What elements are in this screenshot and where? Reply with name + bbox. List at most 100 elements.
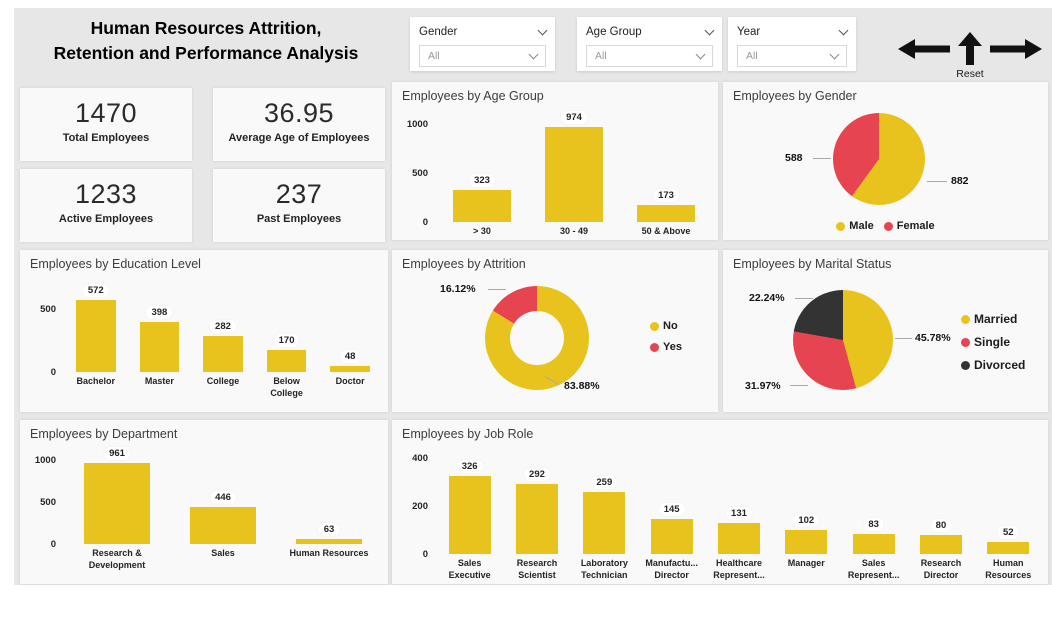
legend-item-married[interactable]: Married bbox=[961, 312, 1025, 326]
chart-education-title: Employees by Education Level bbox=[30, 257, 201, 271]
x-axis-label: > 30 bbox=[473, 226, 491, 236]
bar-value-label: 326 bbox=[456, 459, 483, 473]
x-axis-label: Research & Development bbox=[88, 548, 146, 570]
x-axis-label: Laboratory Technician bbox=[580, 558, 628, 580]
chevron-down-icon bbox=[695, 49, 706, 59]
slicer-year-dropdown[interactable]: All bbox=[737, 45, 847, 67]
slicer-age-group: Age Group All bbox=[577, 17, 722, 71]
legend-item-male[interactable]: Male bbox=[836, 220, 874, 232]
gender-legend: Male Female bbox=[723, 220, 1048, 232]
chart-department-title: Employees by Department bbox=[30, 427, 178, 441]
bar-value-label: 48 bbox=[339, 349, 361, 363]
page-title: Human Resources Attrition, Retention and… bbox=[20, 16, 392, 65]
kpi-average-age-label: Average Age of Employees bbox=[228, 132, 370, 144]
arrow-up-icon[interactable] bbox=[957, 32, 983, 65]
bar-value-label: 259 bbox=[591, 475, 618, 489]
bar-education-2[interactable]: 282 bbox=[203, 320, 243, 372]
legend-label: No bbox=[663, 320, 678, 332]
legend-item-yes[interactable]: Yes bbox=[650, 341, 682, 353]
dashboard-background: Human Resources Attrition, Retention and… bbox=[14, 8, 1052, 585]
leader-line bbox=[927, 181, 947, 182]
bar-job_role-6[interactable]: 83 bbox=[852, 518, 895, 554]
x-axis-label: Human Resources bbox=[985, 558, 1032, 580]
gender-male-value-label: 882 bbox=[951, 175, 969, 187]
bar-age_group-1[interactable]: 974 bbox=[545, 110, 603, 222]
arrow-left-icon[interactable] bbox=[898, 38, 950, 60]
x-axis-label: 50 & Above bbox=[641, 226, 691, 236]
x-axis-label: Research Scientist bbox=[516, 558, 558, 580]
page-title-line1: Human Resources Attrition, bbox=[90, 18, 322, 38]
kpi-total-employees-label: Total Employees bbox=[62, 132, 150, 144]
gender-female-value-label: 588 bbox=[785, 152, 803, 164]
x-axis-label: Below College bbox=[270, 376, 303, 398]
slicer-gender-dropdown[interactable]: All bbox=[419, 45, 546, 67]
legend-dot-icon bbox=[883, 221, 893, 231]
chart-job-role-title: Employees by Job Role bbox=[402, 427, 534, 441]
bar-education-4[interactable]: 48 bbox=[330, 349, 370, 372]
bar-department-1[interactable]: 446 bbox=[190, 490, 256, 544]
bar-value-label: 974 bbox=[561, 110, 587, 124]
department-bar-chart: 0 500 1000 961 446 63 Research & Development Sa… bbox=[26, 447, 382, 571]
chevron-down-icon[interactable] bbox=[537, 25, 548, 35]
bar-job_role-7[interactable]: 80 bbox=[920, 518, 962, 554]
bar-job_role-1[interactable]: 292 bbox=[516, 467, 558, 554]
kpi-past-employees-value: 237 bbox=[275, 179, 323, 209]
legend-item-single[interactable]: Single bbox=[961, 335, 1025, 349]
legend-dot-icon bbox=[650, 321, 659, 331]
chevron-down-icon[interactable] bbox=[838, 25, 849, 35]
bar-value-label: 80 bbox=[930, 518, 952, 532]
slicer-age-group-dropdown[interactable]: All bbox=[586, 45, 713, 67]
bar-value-label: 131 bbox=[726, 506, 752, 520]
marital-single-value-label: 31.97% bbox=[745, 380, 781, 392]
x-axis-label: Human Resources bbox=[289, 548, 369, 558]
attrition-no-value-label: 83.88% bbox=[564, 380, 600, 392]
kpi-active-employees-label: Active Employees bbox=[58, 213, 154, 225]
slicer-year-value: All bbox=[746, 50, 758, 62]
leader-line bbox=[813, 158, 831, 159]
marital-pie[interactable] bbox=[793, 290, 893, 390]
attrition-donut[interactable] bbox=[485, 286, 589, 390]
legend-item-no[interactable]: No bbox=[650, 320, 682, 332]
bar-age_group-2[interactable]: 173 bbox=[637, 189, 695, 222]
bar-value-label: 102 bbox=[793, 513, 820, 527]
chart-marital-title: Employees by Marital Status bbox=[733, 257, 892, 271]
bar-education-0[interactable]: 572 bbox=[76, 283, 116, 372]
y-axis-tick: 0 bbox=[422, 217, 428, 228]
page-title-line2: Retention and Performance Analysis bbox=[53, 42, 359, 63]
legend-dot-icon bbox=[836, 221, 846, 231]
chart-gender-title: Employees by Gender bbox=[733, 89, 857, 103]
slicer-year-label: Year bbox=[737, 26, 761, 38]
bar-job_role-0[interactable]: 326 bbox=[448, 459, 491, 554]
bar-age_group-0[interactable]: 323 bbox=[453, 174, 511, 222]
bar-value-label: 446 bbox=[210, 490, 236, 504]
bar-education-3[interactable]: 170 bbox=[266, 334, 307, 372]
bar-job_role-3[interactable]: 145 bbox=[650, 503, 693, 554]
bar-value-label: 961 bbox=[104, 447, 130, 461]
y-axis-tick: 0 bbox=[422, 549, 428, 560]
bar-department-2[interactable]: 63 bbox=[296, 522, 362, 544]
chart-job-role: Employees by Job Role 0 200 400 326 292 259 14… bbox=[392, 420, 1048, 584]
legend-item-female[interactable]: Female bbox=[883, 220, 935, 232]
bar-job_role-4[interactable]: 131 bbox=[718, 506, 760, 554]
slicer-age-group-label: Age Group bbox=[586, 26, 642, 38]
x-axis-label: Sales bbox=[211, 548, 235, 558]
y-axis-tick: 1000 bbox=[34, 455, 56, 466]
legend-item-divorced[interactable]: Divorced bbox=[961, 358, 1025, 372]
x-axis-label: Sales Executive bbox=[448, 558, 491, 580]
chevron-down-icon bbox=[528, 49, 539, 59]
x-axis-label: Research Director bbox=[920, 558, 962, 580]
arrow-right-icon[interactable] bbox=[990, 38, 1042, 60]
legend-label: Male bbox=[849, 220, 874, 232]
chevron-down-icon[interactable] bbox=[704, 25, 715, 35]
bar-education-1[interactable]: 398 bbox=[139, 305, 180, 372]
kpi-active-employees: 1233 Active Employees bbox=[20, 169, 192, 242]
reset-button[interactable]: Reset bbox=[894, 24, 1046, 80]
bar-department-0[interactable]: 961 bbox=[84, 447, 150, 544]
bar-job_role-2[interactable]: 259 bbox=[583, 475, 626, 554]
chevron-down-icon bbox=[829, 49, 840, 59]
legend-label: Divorced bbox=[974, 358, 1026, 372]
gender-pie[interactable] bbox=[833, 113, 925, 205]
bar-job_role-8[interactable]: 52 bbox=[987, 525, 1030, 554]
x-axis-label: Manufactu... Director bbox=[645, 558, 698, 580]
bar-job_role-5[interactable]: 102 bbox=[785, 513, 828, 554]
